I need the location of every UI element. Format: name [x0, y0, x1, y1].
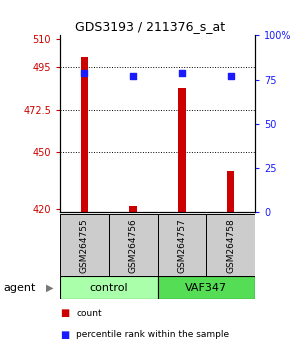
Bar: [60, 276, 158, 299]
Bar: [158, 214, 206, 276]
Text: ■: ■: [60, 330, 69, 339]
Text: GSM264755: GSM264755: [80, 218, 89, 273]
Text: GSM264758: GSM264758: [226, 218, 235, 273]
Bar: [60, 214, 109, 276]
Bar: [130, 206, 137, 212]
Bar: [178, 88, 185, 212]
Text: GSM264757: GSM264757: [177, 218, 186, 273]
Point: [82, 70, 87, 75]
Bar: [109, 214, 158, 276]
Bar: [227, 171, 234, 212]
Bar: [158, 276, 255, 299]
Text: percentile rank within the sample: percentile rank within the sample: [76, 330, 230, 339]
Text: ■: ■: [60, 308, 69, 318]
Text: agent: agent: [3, 282, 35, 293]
Point: [228, 73, 233, 79]
Point: [131, 73, 136, 79]
Bar: [206, 214, 255, 276]
Text: GDS3193 / 211376_s_at: GDS3193 / 211376_s_at: [75, 20, 225, 33]
Text: ▶: ▶: [46, 282, 53, 293]
Point: [179, 70, 184, 75]
Text: control: control: [89, 282, 128, 293]
Text: GSM264756: GSM264756: [129, 218, 138, 273]
Text: count: count: [76, 309, 102, 318]
Bar: [81, 57, 88, 212]
Text: VAF347: VAF347: [185, 282, 227, 293]
